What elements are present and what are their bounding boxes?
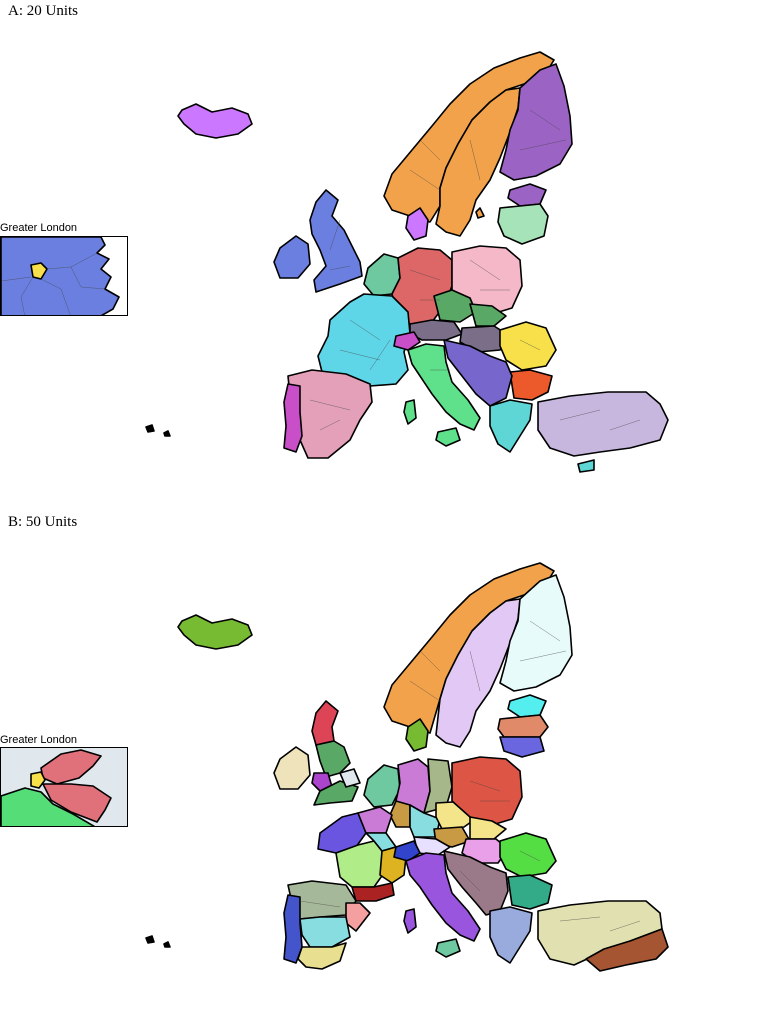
inset-b-label: Greater London	[0, 734, 78, 746]
map-b	[145, 562, 669, 972]
region-ireland	[273, 746, 311, 790]
panel-b-title: B: 50 Units	[8, 514, 78, 530]
panel-a-title: A: 20 Units	[8, 3, 79, 19]
region-finland	[499, 63, 573, 181]
region-portugal	[283, 894, 303, 964]
region-denmark	[405, 207, 429, 241]
region-lithuania	[499, 736, 545, 758]
region-hungary	[461, 838, 509, 864]
region-uk	[315, 740, 351, 778]
region-portugal	[283, 383, 303, 453]
region-finland	[499, 574, 573, 692]
region-bulgaria	[509, 369, 553, 401]
region-slovakia	[469, 816, 507, 840]
region-france	[317, 293, 411, 387]
inset-b-greater-london	[0, 747, 128, 827]
region-estonia	[507, 694, 547, 718]
region-spain-e	[345, 902, 371, 932]
region-spain-c	[299, 916, 351, 948]
region-italy	[407, 343, 481, 431]
map-b-inner-borders	[299, 620, 641, 932]
region-bulgaria	[507, 874, 553, 910]
inset-a-greater-london	[0, 236, 128, 316]
region-sicily	[435, 938, 461, 958]
region-spain-s	[297, 942, 347, 970]
region-france-n	[357, 806, 393, 834]
region-benelux	[363, 764, 401, 808]
region-denmark	[405, 718, 429, 752]
region-ireland	[273, 235, 311, 279]
map-a	[145, 51, 669, 473]
region-italy	[405, 852, 481, 942]
region-france-w	[317, 812, 367, 854]
region-sicily	[435, 427, 461, 447]
region-turkey	[537, 391, 669, 457]
region-greece	[489, 906, 533, 964]
region-balkans	[443, 339, 513, 407]
map-b-islands	[145, 935, 171, 948]
inset-b-svg	[1, 748, 127, 826]
region-hungary	[459, 325, 511, 353]
region-latvia	[497, 714, 549, 738]
region-germany-sw	[389, 800, 411, 828]
inset-b-region-red-north	[40, 749, 102, 785]
map-a-inner-borders	[309, 109, 641, 431]
region-poland	[451, 756, 523, 826]
region-cyprus	[577, 459, 595, 473]
region-estonia	[507, 183, 547, 207]
region-sardinia	[403, 399, 417, 425]
inset-a-region-highlight	[30, 262, 48, 280]
inset-a-region-main	[1, 237, 120, 315]
inset-b-region-red-south	[42, 783, 112, 823]
region-romania	[499, 321, 557, 371]
region-turkey-e	[585, 928, 669, 972]
map-a-regions	[177, 51, 669, 473]
region-greece	[489, 399, 533, 453]
inset-b-region-highlight	[30, 771, 46, 789]
inset-b-region-green	[1, 787, 96, 826]
region-scotland	[311, 700, 339, 746]
inset-a-svg	[1, 237, 120, 315]
region-latvia	[497, 203, 549, 245]
inset-a-label: Greater London	[0, 222, 78, 234]
region-swiss	[393, 331, 421, 351]
region-uk	[309, 189, 363, 293]
map-b-regions	[177, 562, 669, 972]
region-england-se	[339, 768, 361, 788]
region-slovakia	[469, 303, 507, 327]
map-a-islands	[145, 207, 485, 437]
region-iceland	[177, 614, 253, 650]
region-sardinia	[403, 908, 417, 934]
region-iceland	[177, 103, 253, 139]
